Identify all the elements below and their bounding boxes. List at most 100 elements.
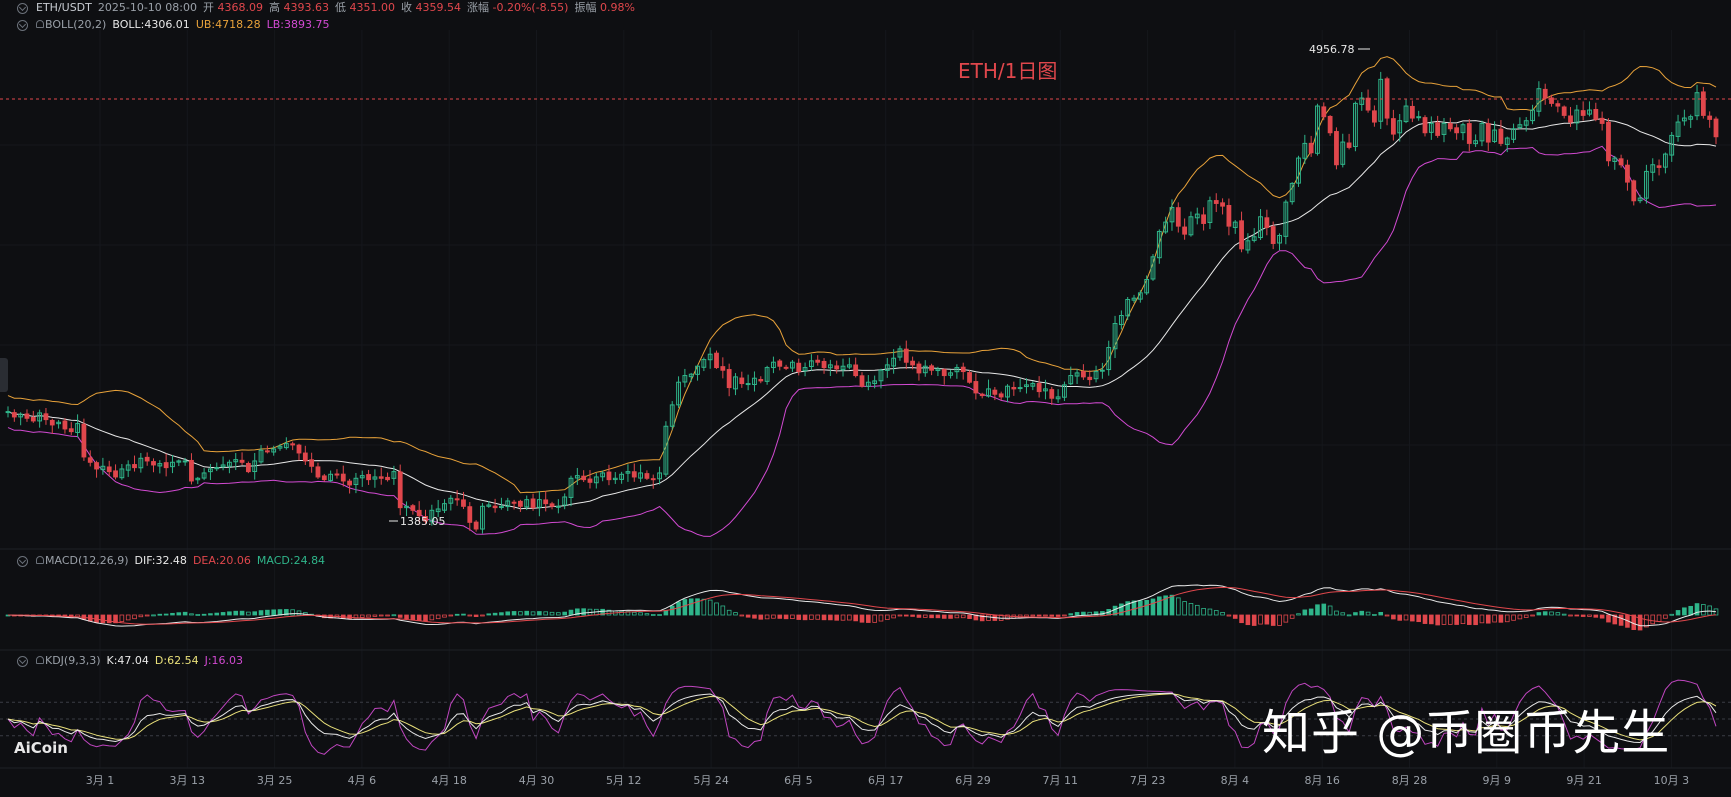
candle-body: [1302, 142, 1308, 159]
macd-bar: [429, 614, 435, 621]
candle-body: [1068, 375, 1074, 385]
j-value: J:16.03: [204, 654, 244, 667]
candle-body: [1131, 297, 1137, 301]
macd-bar: [872, 614, 877, 623]
macd-bar: [1593, 614, 1599, 618]
candle-body: [435, 508, 441, 513]
candle-body: [701, 359, 707, 368]
side-panel-handle[interactable]: [0, 358, 8, 392]
j-line: [7, 679, 1717, 755]
candle-body: [1258, 216, 1263, 239]
candle-body: [916, 363, 922, 374]
dif-value: DIF:32.48: [134, 554, 187, 567]
macd-bar: [1125, 601, 1130, 616]
macd-bar: [1226, 614, 1232, 617]
candles: [5, 71, 1719, 534]
bell-icon[interactable]: [36, 656, 44, 664]
min-annotation: 1385.05: [389, 515, 446, 528]
macd-bar: [1694, 603, 1700, 616]
macd-bar: [163, 613, 169, 616]
macd-bar: [1372, 614, 1377, 616]
candle-body: [461, 499, 466, 507]
candle-body: [859, 375, 865, 387]
candle-body: [328, 473, 334, 481]
candle-body: [499, 505, 504, 508]
candle-body: [442, 503, 447, 511]
candle-body: [790, 361, 795, 369]
macd-bar: [284, 609, 289, 616]
macd-bar: [1030, 614, 1036, 617]
macd-bar: [246, 611, 251, 616]
candle-body: [903, 348, 909, 363]
collapse-icon[interactable]: [17, 19, 28, 31]
macd-bar: [695, 598, 700, 616]
candle-body: [1081, 371, 1086, 378]
candle-body: [707, 353, 713, 361]
candle-body: [62, 420, 68, 430]
candle-body: [1555, 103, 1561, 107]
macd-bar: [1359, 610, 1365, 616]
macd-bar: [1612, 614, 1618, 625]
high-value: 4393.63: [283, 1, 330, 14]
candle-body: [138, 457, 144, 469]
collapse-icon[interactable]: [17, 555, 28, 567]
candle-body: [467, 506, 473, 523]
candle-body: [410, 505, 416, 511]
candle-body: [1277, 234, 1282, 244]
candle-body: [233, 459, 239, 463]
macd-bar: [581, 608, 586, 616]
macd-bar: [208, 613, 213, 616]
macd-bar: [556, 612, 561, 616]
candle-body: [1587, 109, 1592, 115]
candle-body: [404, 505, 409, 509]
candle-body: [631, 471, 637, 478]
candle-body: [954, 367, 960, 373]
dea-value: DEA:20.06: [192, 554, 251, 567]
change-value: -0.20%(-8.55): [492, 1, 569, 14]
macd-bar: [467, 614, 473, 617]
candle-body: [30, 416, 36, 422]
candle-body: [480, 505, 485, 530]
macd-bar: [1315, 604, 1320, 616]
low-value: 4351.00: [349, 1, 396, 14]
macd-bar: [1005, 614, 1010, 620]
candle-body: [1517, 124, 1523, 129]
candle-body: [1264, 217, 1270, 228]
candle-body: [1213, 200, 1219, 204]
macd-bar: [1169, 594, 1175, 616]
candle-body: [1201, 214, 1206, 224]
candle-body: [821, 360, 827, 369]
candle-body: [1644, 170, 1649, 199]
candle-body: [1232, 221, 1238, 228]
bell-icon[interactable]: [36, 556, 44, 564]
candle-body: [486, 504, 492, 507]
collapse-icon[interactable]: [17, 655, 28, 667]
collapse-icon[interactable]: [17, 2, 28, 14]
macd-bar: [499, 612, 504, 616]
macd-bar: [1650, 614, 1656, 625]
macd-bar: [1346, 614, 1352, 617]
macd-bar: [1232, 614, 1238, 619]
macd-bar: [1454, 614, 1459, 625]
macd-bar: [878, 614, 884, 622]
macd-bar: [486, 613, 492, 616]
bell-icon[interactable]: [36, 20, 44, 28]
candle-body: [151, 461, 156, 466]
candle-body: [100, 465, 106, 471]
candle-body: [1169, 206, 1175, 223]
candle-body: [1296, 157, 1301, 184]
candle-body: [808, 360, 814, 368]
candle-body: [549, 503, 555, 507]
d-value: D:62.54: [154, 654, 199, 667]
macd-bar: [1435, 614, 1440, 626]
macd-bar: [271, 609, 276, 616]
x-tick-label: 5月 12: [606, 774, 642, 787]
candle-body: [1239, 220, 1244, 250]
ub-value: UB:4718.28: [195, 18, 261, 31]
macd-bar: [265, 609, 270, 616]
boll-mid-line: [7, 118, 1717, 510]
candle-body: [1416, 116, 1422, 119]
macd-bar: [1416, 614, 1421, 623]
macd-bar: [182, 611, 188, 616]
